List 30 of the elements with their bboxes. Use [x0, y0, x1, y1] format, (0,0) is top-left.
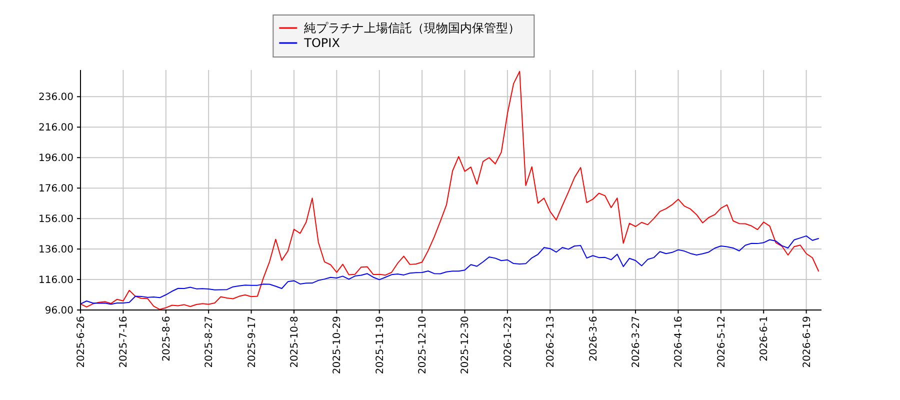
- x-tick-label: 2026-6-1: [759, 316, 770, 362]
- x-tick-label: 2025-10-8: [289, 316, 300, 368]
- x-tick-label: 2025-9-17: [246, 316, 258, 368]
- y-tick-label: 216.00: [38, 122, 74, 134]
- y-tick-label: 156.00: [38, 214, 74, 226]
- y-tick-label: 116.00: [38, 275, 74, 286]
- x-tick-label: 2026-1-23: [502, 316, 514, 368]
- x-tick-label: 2025-7-16: [118, 316, 130, 368]
- x-tick-label: 2026-6-19: [802, 316, 813, 368]
- x-tick-label: 2025-6-26: [76, 316, 87, 368]
- x-tick-label: 2025-8-6: [161, 316, 172, 362]
- y-tick-label: 196.00: [38, 153, 74, 164]
- x-tick-label: 2025-12-10: [418, 316, 429, 374]
- legend-label: 純プラチナ上場信託（現物国内保管型）: [304, 21, 520, 36]
- line-series: [80, 235, 819, 305]
- x-tick-label: 2025-12-30: [460, 316, 472, 374]
- x-tick-label: 2025-11-19: [374, 316, 386, 374]
- x-tick-label: 2025-10-29: [332, 316, 344, 374]
- y-tick-label: 236.00: [38, 92, 74, 104]
- line-series: [80, 70, 819, 310]
- y-tick-label: 96.00: [44, 306, 74, 316]
- x-tick-label: 2026-2-13: [546, 316, 557, 368]
- x-tick-label: 2026-3-27: [631, 316, 642, 368]
- x-tick-label: 2026-5-12: [716, 316, 728, 368]
- legend-label: TOPIX: [303, 36, 340, 50]
- x-tick-label: 2026-3-6: [588, 316, 600, 362]
- y-tick-label: 136.00: [38, 244, 74, 256]
- x-tick-label: 2025-8-27: [204, 316, 216, 368]
- y-tick-label: 176.00: [38, 184, 74, 195]
- x-tick-label: 2026-4-16: [674, 316, 685, 368]
